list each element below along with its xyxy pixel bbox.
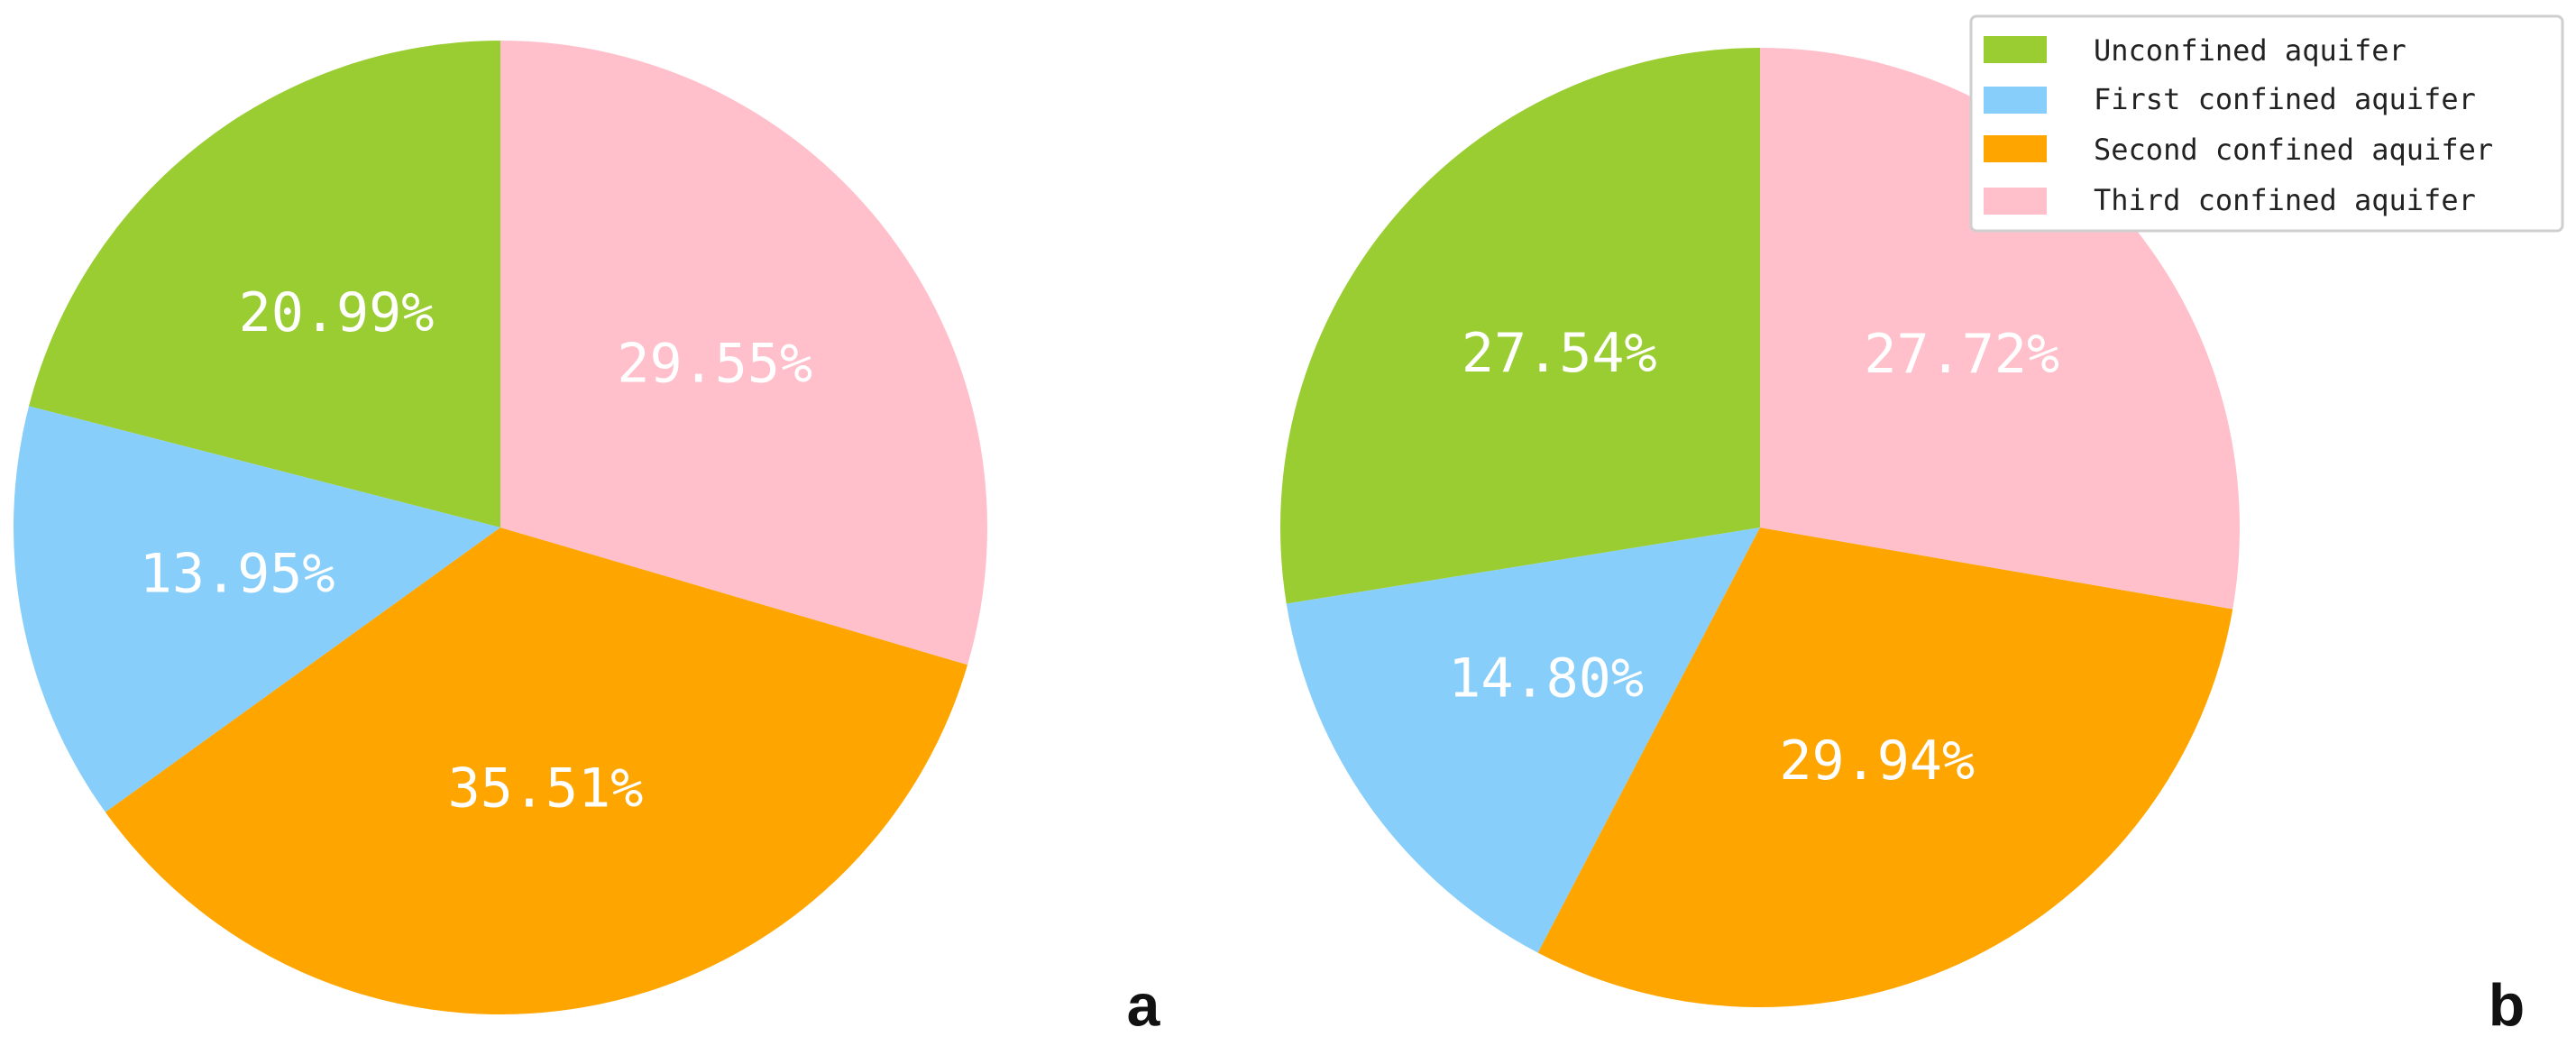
legend-swatch-second-confined [1984, 135, 2047, 162]
legend-swatch-unconfined [1984, 36, 2047, 63]
pie-b-label-first-confined: 14.80% [1448, 647, 1644, 711]
panel-label-a: a [1127, 971, 1161, 1038]
legend-label-first-confined: First confined aquifer [2094, 82, 2476, 116]
pie-a-slice-unconfined [29, 41, 501, 528]
pie-b-label-second-confined: 29.94% [1779, 729, 1975, 793]
pie-a-label-third-confined: 29.55% [617, 333, 812, 396]
pie-a-slice-second-confined [105, 528, 968, 1014]
pie-b-label-unconfined: 27.54% [1462, 322, 1657, 385]
pie-b-slice-unconfined [1280, 48, 1760, 604]
panel-label-b: b [2489, 971, 2525, 1038]
pie-b-slice-third-confined [1760, 48, 2241, 610]
legend-frame [1969, 14, 2564, 233]
legend-swatch-third-confined [1984, 188, 2047, 215]
pie-b-slice-second-confined [1537, 528, 2233, 1008]
legend-label-third-confined: Third confined aquifer [2094, 183, 2476, 217]
pie-b-label-third-confined: 27.72% [1864, 323, 2059, 386]
legend-label-second-confined: Second confined aquifer [2094, 133, 2493, 167]
pie-chart-b: 27.54% 14.80% 29.94% 27.72% [1280, 48, 2241, 1008]
pie-b-slice-first-confined [1286, 528, 1760, 953]
pie-a-label-second-confined: 35.51% [448, 757, 644, 820]
legend-swatch-first-confined [1984, 87, 2047, 114]
legend: Unconfined aquifer First confined aquife… [1969, 14, 2564, 233]
pie-a-label-first-confined: 13.95% [140, 543, 335, 606]
legend-label-unconfined: Unconfined aquifer [2094, 33, 2406, 68]
pie-a-slice-first-confined [14, 406, 501, 812]
pie-chart-a: 20.99% 13.95% 35.51% 29.55% [14, 41, 987, 1014]
pie-a-slice-third-confined [500, 41, 987, 665]
pie-a-label-unconfined: 20.99% [239, 281, 435, 344]
